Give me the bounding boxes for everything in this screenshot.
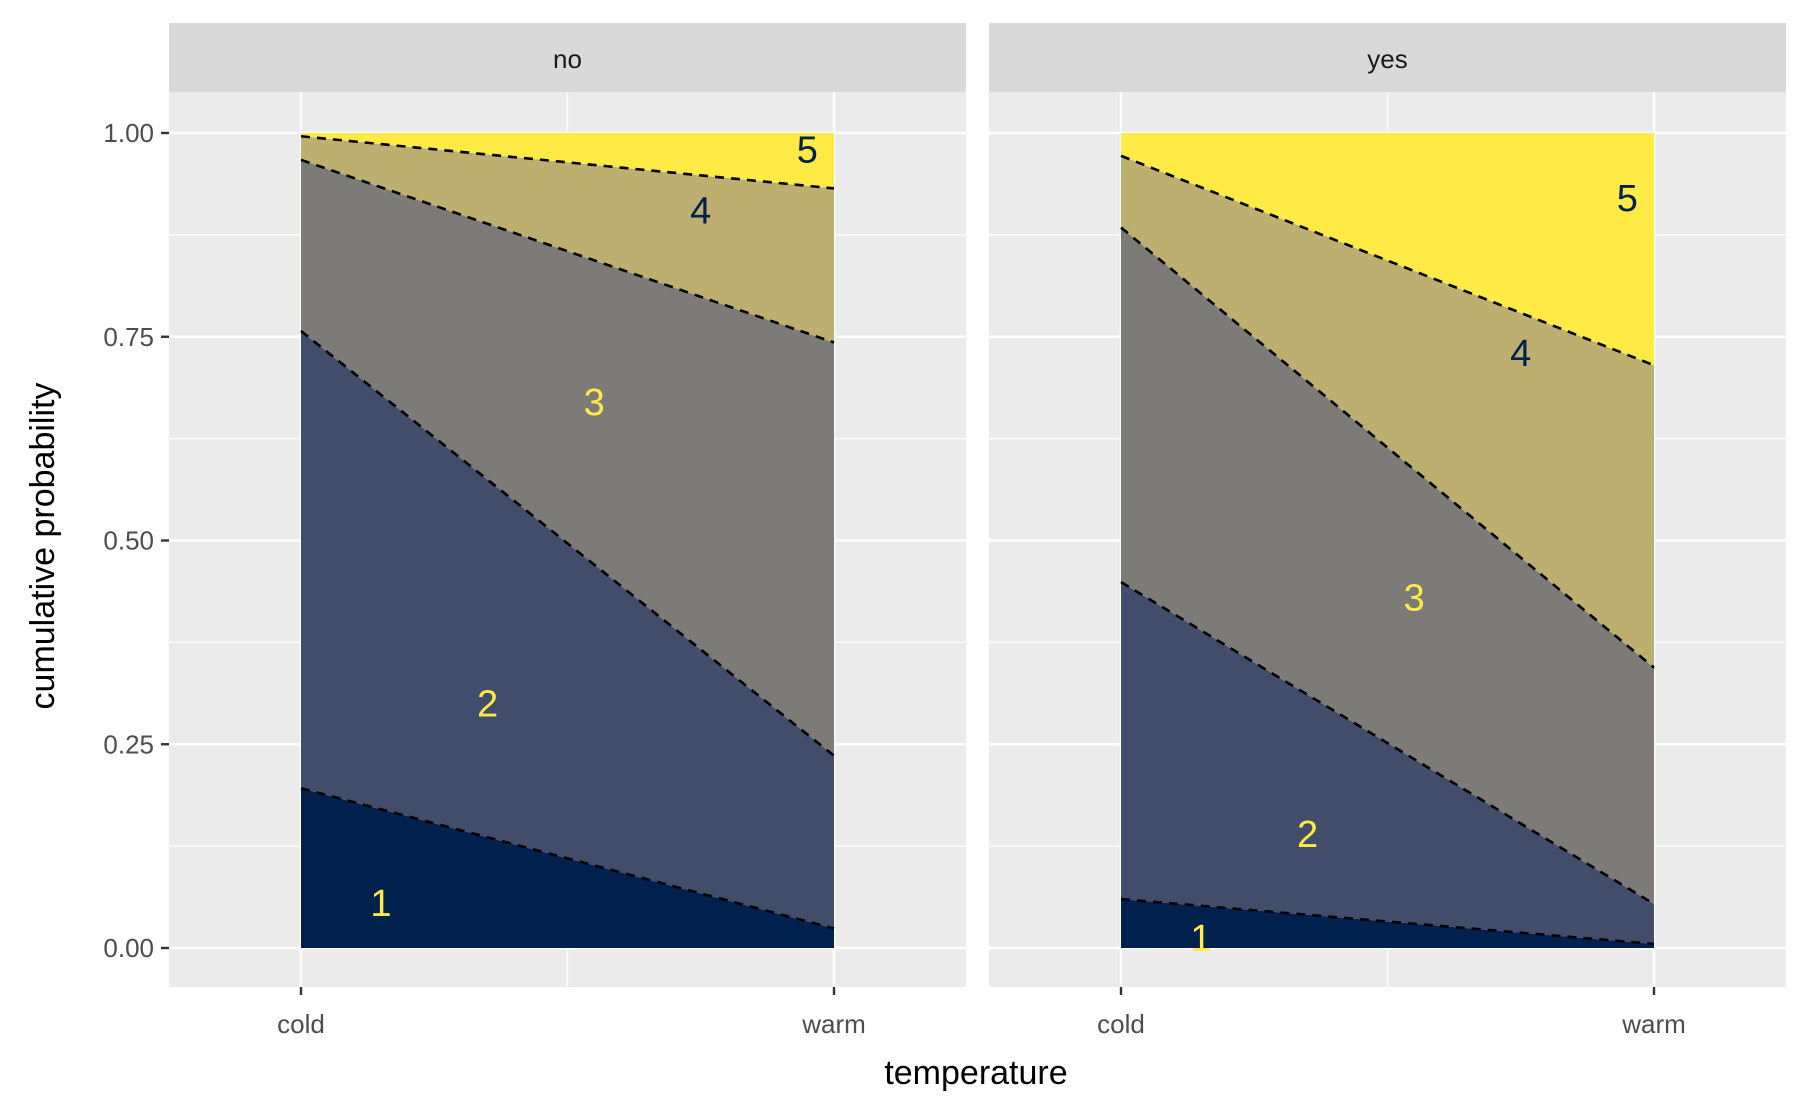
x-axis-title: temperature	[884, 1054, 1067, 1092]
boundary-line-3	[300, 158, 835, 344]
y-tick-label: 0.00	[103, 933, 154, 963]
boundary-line-3	[1120, 226, 1655, 669]
area-band-2	[301, 331, 834, 929]
y-axis: 0.00 0.25 0.50 0.75 1.00	[103, 118, 169, 963]
y-tick-label: 0.25	[103, 729, 154, 759]
region-label-5: 5	[797, 129, 818, 171]
y-axis-title: cumulative probability	[24, 383, 62, 710]
region-label-1: 1	[370, 883, 391, 925]
y-tick-label: 0.75	[103, 322, 154, 352]
y-tick-label: 1.00	[103, 118, 154, 148]
area-band-2	[1121, 582, 1654, 944]
facet-strip-label: no	[553, 44, 582, 74]
boundary-line-2	[300, 330, 835, 757]
area-band-4	[301, 136, 834, 343]
facet-panel-no: no 1 2 3 4 5 cold warm	[169, 23, 966, 1039]
facet-strip-label: yes	[1367, 44, 1407, 74]
area-band-4	[1121, 155, 1654, 668]
facet-strip	[989, 23, 1786, 92]
region-label-2: 2	[477, 684, 498, 726]
x-tick-label-warm: warm	[1621, 1009, 1686, 1039]
y-tick-label: 0.50	[103, 526, 154, 556]
area-band-3	[1121, 227, 1654, 904]
x-tick-label-cold: cold	[1097, 1009, 1145, 1039]
area-band-3	[301, 159, 834, 756]
area-band-5	[1121, 133, 1654, 366]
x-tick-label-warm: warm	[801, 1009, 866, 1039]
region-label-3: 3	[1404, 578, 1425, 620]
region-label-5: 5	[1617, 178, 1638, 220]
region-label-2: 2	[1297, 814, 1318, 856]
boundary-line-1	[300, 787, 835, 930]
area-band-1	[301, 788, 834, 948]
facet-panel-yes: yes 1 2 3 4 5 cold warm	[989, 23, 1786, 1039]
region-label-4: 4	[1510, 333, 1531, 375]
panels: no 1 2 3 4 5 cold warm yes 1 2 3 4 5 cold warm	[169, 23, 1786, 1039]
region-label-4: 4	[690, 190, 711, 232]
x-tick-label-cold: cold	[277, 1009, 325, 1039]
boundary-line-2	[1120, 580, 1655, 906]
region-label-3: 3	[584, 382, 605, 424]
region-label-1: 1	[1190, 918, 1211, 960]
facet-strip	[169, 23, 966, 92]
